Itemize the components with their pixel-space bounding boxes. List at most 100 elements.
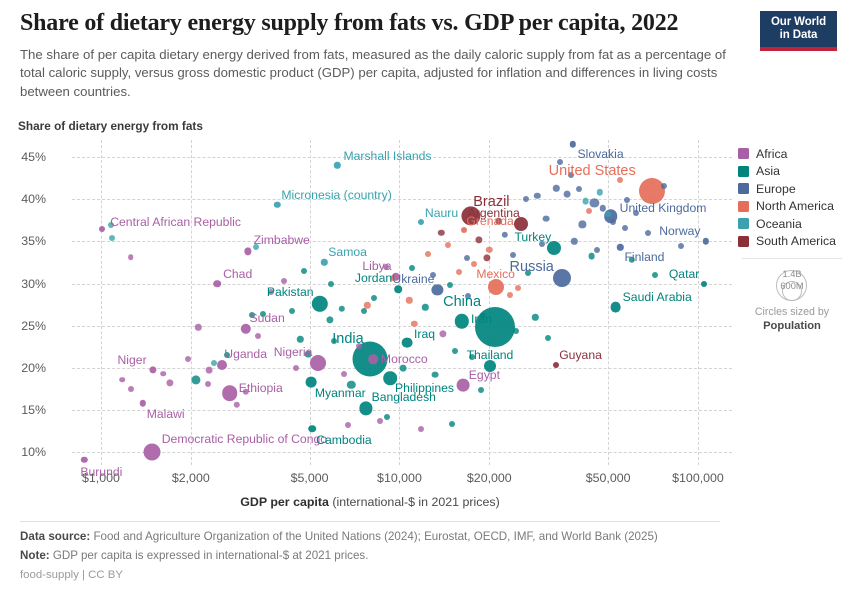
data-point[interactable] [461, 206, 481, 226]
data-point[interactable] [358, 401, 373, 416]
data-point[interactable] [452, 348, 459, 355]
data-point[interactable] [166, 379, 174, 387]
data-point[interactable] [605, 211, 612, 218]
data-point[interactable] [431, 284, 443, 296]
data-point[interactable] [594, 246, 601, 253]
data-point[interactable] [127, 386, 134, 393]
data-point[interactable] [702, 238, 709, 245]
data-point[interactable] [534, 192, 541, 199]
data-point[interactable] [501, 231, 508, 238]
data-point[interactable] [610, 301, 622, 313]
data-point[interactable] [340, 370, 347, 377]
data-point[interactable] [248, 311, 255, 318]
data-point[interactable] [119, 376, 126, 383]
data-point[interactable] [432, 371, 439, 379]
data-point[interactable] [344, 422, 351, 429]
data-point[interactable] [599, 205, 607, 212]
data-point[interactable] [610, 218, 617, 225]
data-point[interactable] [454, 314, 470, 329]
data-point[interactable] [308, 424, 316, 433]
data-point[interactable] [471, 261, 478, 268]
data-point[interactable] [260, 310, 267, 317]
data-point[interactable] [678, 242, 685, 249]
data-point[interactable] [139, 400, 146, 407]
data-point[interactable] [542, 215, 550, 222]
data-point[interactable] [274, 201, 281, 209]
data-point[interactable] [596, 189, 604, 196]
data-point[interactable] [567, 171, 574, 178]
data-point[interactable] [191, 375, 201, 385]
data-point[interactable] [463, 255, 470, 262]
owid-logo[interactable]: Our World in Data [760, 11, 837, 51]
data-point[interactable] [417, 425, 424, 432]
data-point[interactable] [538, 240, 545, 247]
legend-item-asia[interactable]: Asia [738, 163, 846, 181]
data-point[interactable] [487, 278, 504, 295]
data-point[interactable] [254, 332, 261, 339]
data-point[interactable] [582, 197, 589, 205]
data-point[interactable] [622, 224, 629, 231]
data-point[interactable] [552, 184, 560, 192]
legend-item-europe[interactable]: Europe [738, 180, 846, 198]
data-point[interactable] [661, 183, 668, 190]
data-point[interactable] [525, 270, 532, 277]
data-point[interactable] [267, 288, 274, 295]
data-point[interactable] [532, 314, 539, 321]
data-point[interactable] [204, 380, 211, 387]
data-point[interactable] [513, 217, 528, 232]
data-point[interactable] [417, 218, 424, 225]
data-point[interactable] [522, 196, 529, 203]
data-point[interactable] [143, 443, 161, 461]
data-point[interactable] [475, 236, 483, 244]
data-point[interactable] [483, 360, 496, 373]
data-point[interactable] [455, 268, 462, 275]
data-point[interactable] [160, 371, 167, 377]
data-point[interactable] [244, 247, 252, 256]
data-point[interactable] [240, 323, 251, 335]
data-point[interactable] [557, 158, 563, 165]
data-point[interactable] [589, 198, 600, 208]
data-point[interactable] [652, 272, 659, 279]
data-point[interactable] [576, 185, 583, 192]
data-point[interactable] [406, 297, 413, 304]
data-point[interactable] [422, 303, 429, 311]
data-point[interactable] [382, 263, 389, 270]
data-point[interactable] [408, 265, 415, 272]
data-point[interactable] [296, 336, 304, 343]
continent-legend[interactable]: Africa Asia Europe North America Oceania Sout… [738, 145, 846, 250]
data-point[interactable] [376, 418, 383, 425]
data-point[interactable] [213, 279, 221, 288]
data-point[interactable] [483, 254, 491, 262]
data-point[interactable] [334, 162, 341, 169]
data-point[interactable] [578, 220, 586, 228]
data-point[interactable] [310, 354, 327, 371]
data-point[interactable] [399, 364, 407, 372]
data-point[interactable] [368, 354, 378, 365]
data-point[interactable] [321, 259, 328, 266]
license-line[interactable]: food-supply | CC BY [20, 568, 123, 581]
data-point[interactable] [547, 241, 562, 256]
data-point[interactable] [360, 308, 367, 315]
data-point[interactable] [563, 190, 571, 198]
data-point[interactable] [280, 277, 287, 284]
data-point[interactable] [509, 251, 516, 258]
data-point[interactable] [569, 141, 576, 148]
data-point[interactable] [495, 217, 503, 225]
data-point[interactable] [401, 337, 413, 348]
data-point[interactable] [479, 312, 486, 319]
data-point[interactable] [444, 241, 451, 248]
data-point[interactable] [328, 280, 335, 287]
data-point[interactable] [552, 268, 571, 287]
data-point[interactable] [628, 256, 635, 264]
data-point[interactable] [507, 292, 514, 299]
data-point[interactable] [326, 316, 334, 324]
data-point[interactable] [545, 335, 552, 342]
legend-item-africa[interactable]: Africa [738, 145, 846, 163]
data-point[interactable] [449, 420, 456, 427]
data-point[interactable] [447, 282, 454, 289]
data-point[interactable] [633, 210, 639, 217]
data-point[interactable] [553, 362, 560, 369]
data-point[interactable] [617, 244, 624, 251]
data-point[interactable] [338, 305, 345, 313]
data-point[interactable] [364, 302, 371, 309]
